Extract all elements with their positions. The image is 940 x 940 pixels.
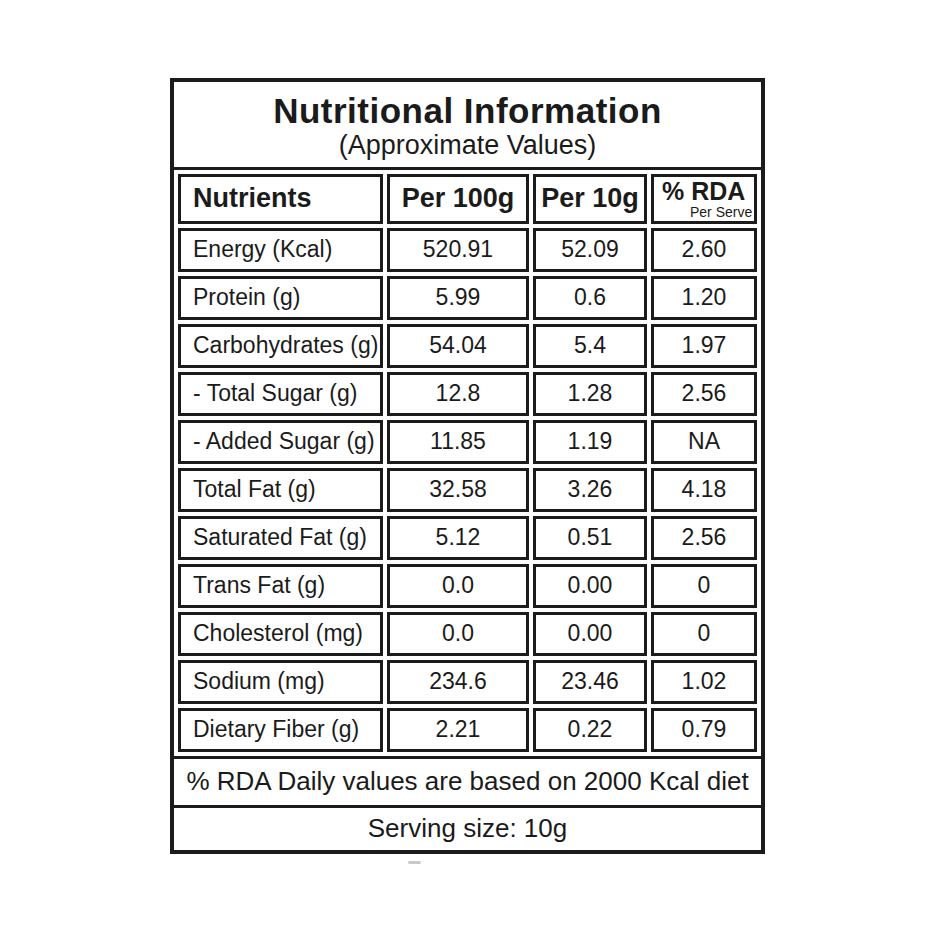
smudge-artifact [408,861,421,864]
per-10g-value-cell: 3.26 [533,468,647,512]
table-row-energy: Energy (Kcal) 520.91 52.09 2.60 [178,228,757,272]
per-100g-value-cell: 520.91 [387,228,529,272]
per-100g-value-cell: 32.58 [387,468,529,512]
rda-value-cell: NA [651,420,757,464]
nutrient-name-cell: Saturated Fat (g) [178,516,383,560]
table-row-cholesterol: Cholesterol (mg) 0.0 0.00 0 [178,612,757,656]
table-row-dietary-fiber: Dietary Fiber (g) 2.21 0.22 0.79 [178,708,757,752]
header-nutrients: Nutrients [178,174,383,224]
rda-value-cell: 0 [651,612,757,656]
per-100g-value-cell: 11.85 [387,420,529,464]
nutrition-table: Nutrients Per 100g Per 10g % RDA Per Ser… [174,170,761,756]
per-10g-value-cell: 1.19 [533,420,647,464]
rda-per-serve-label: Per Serve [690,205,753,219]
rda-value-cell: 4.18 [651,468,757,512]
rda-value-cell: 1.97 [651,324,757,368]
rda-value-cell: 0 [651,564,757,608]
per-100g-value-cell: 0.0 [387,564,529,608]
table-row-protein: Protein (g) 5.99 0.6 1.20 [178,276,757,320]
rda-value-cell: 1.02 [651,660,757,704]
table-row-added-sugar: - Added Sugar (g) 11.85 1.19 NA [178,420,757,464]
rda-header-label: % RDA [662,179,753,204]
header-rda: % RDA Per Serve [651,174,757,224]
table-row-trans-fat: Trans Fat (g) 0.0 0.00 0 [178,564,757,608]
table-row-saturated-fat: Saturated Fat (g) 5.12 0.51 2.56 [178,516,757,560]
rda-value-cell: 1.20 [651,276,757,320]
nutrient-name-cell: Carbohydrates (g) [178,324,383,368]
header-per-100g: Per 100g [387,174,529,224]
per-100g-value-cell: 2.21 [387,708,529,752]
rda-value-cell: 2.56 [651,372,757,416]
per-100g-value-cell: 5.12 [387,516,529,560]
table-row-total-fat: Total Fat (g) 32.58 3.26 4.18 [178,468,757,512]
nutrient-name-cell: Energy (Kcal) [178,228,383,272]
nutrient-name-cell: - Total Sugar (g) [178,372,383,416]
per-100g-value-cell: 234.6 [387,660,529,704]
rda-note: % RDA Daily values are based on 2000 Kca… [174,756,761,805]
nutrient-name-cell: Cholesterol (mg) [178,612,383,656]
rda-value-cell: 2.60 [651,228,757,272]
nutrient-name-cell: - Added Sugar (g) [178,420,383,464]
per-10g-value-cell: 0.00 [533,564,647,608]
per-10g-value-cell: 0.22 [533,708,647,752]
nutrient-name-cell: Protein (g) [178,276,383,320]
label-title: Nutritional Information [174,91,761,130]
per-100g-value-cell: 5.99 [387,276,529,320]
label-subtitle: (Approximate Values) [174,131,761,159]
per-10g-value-cell: 52.09 [533,228,647,272]
per-10g-value-cell: 0.00 [533,612,647,656]
nutrient-name-cell: Total Fat (g) [178,468,383,512]
nutrient-name-cell: Trans Fat (g) [178,564,383,608]
nutrition-label: Nutritional Information (Approximate Val… [170,78,765,854]
table-header-row: Nutrients Per 100g Per 10g % RDA Per Ser… [178,174,757,224]
per-100g-value-cell: 54.04 [387,324,529,368]
per-10g-value-cell: 0.6 [533,276,647,320]
nutrient-name-cell: Sodium (mg) [178,660,383,704]
header-per-10g: Per 10g [533,174,647,224]
per-100g-value-cell: 12.8 [387,372,529,416]
per-10g-value-cell: 23.46 [533,660,647,704]
per-10g-value-cell: 1.28 [533,372,647,416]
table-row-total-sugar: - Total Sugar (g) 12.8 1.28 2.56 [178,372,757,416]
label-title-box: Nutritional Information (Approximate Val… [174,82,761,170]
per-10g-value-cell: 5.4 [533,324,647,368]
rda-value-cell: 2.56 [651,516,757,560]
rda-value-cell: 0.79 [651,708,757,752]
per-100g-value-cell: 0.0 [387,612,529,656]
table-row-carbohydrates: Carbohydrates (g) 54.04 5.4 1.97 [178,324,757,368]
serving-size-note: Serving size: 10g [174,805,761,850]
nutrient-name-cell: Dietary Fiber (g) [178,708,383,752]
table-row-sodium: Sodium (mg) 234.6 23.46 1.02 [178,660,757,704]
per-10g-value-cell: 0.51 [533,516,647,560]
